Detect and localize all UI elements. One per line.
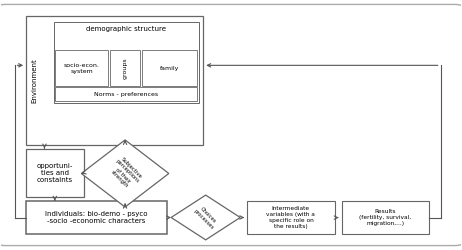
Text: Norms - preferences: Norms - preferences [94, 92, 158, 97]
Bar [26, 148, 84, 197]
Bar [55, 50, 108, 86]
Bar [55, 87, 197, 102]
Bar [142, 50, 197, 86]
Text: Choices
processes: Choices processes [193, 204, 219, 231]
Text: Subjective
perceptions
of their
strength: Subjective perceptions of their strength [107, 155, 144, 192]
Text: Individuals: bio-demo - psyco
-socio -economic characters: Individuals: bio-demo - psyco -socio -ec… [45, 211, 147, 224]
Text: Environment: Environment [31, 58, 37, 102]
Bar [54, 22, 199, 102]
Text: opportuni-
ties and
constaints: opportuni- ties and constaints [36, 163, 73, 183]
Text: Intermediate
variables (with a
specific role on
the results): Intermediate variables (with a specific … [267, 206, 316, 229]
Text: socio-econ.
system: socio-econ. system [64, 63, 99, 74]
Bar [26, 201, 166, 234]
Text: groups: groups [122, 58, 128, 79]
Bar [110, 50, 140, 86]
Bar [247, 201, 334, 234]
FancyBboxPatch shape [0, 4, 462, 246]
Text: Results
(fertility, survival,
migration,...): Results (fertility, survival, migration,… [359, 209, 411, 226]
Polygon shape [81, 140, 169, 207]
Text: family: family [159, 66, 179, 71]
Text: demographic structure: demographic structure [86, 26, 166, 32]
Bar [26, 16, 203, 145]
Polygon shape [171, 195, 240, 240]
Bar [341, 201, 429, 234]
